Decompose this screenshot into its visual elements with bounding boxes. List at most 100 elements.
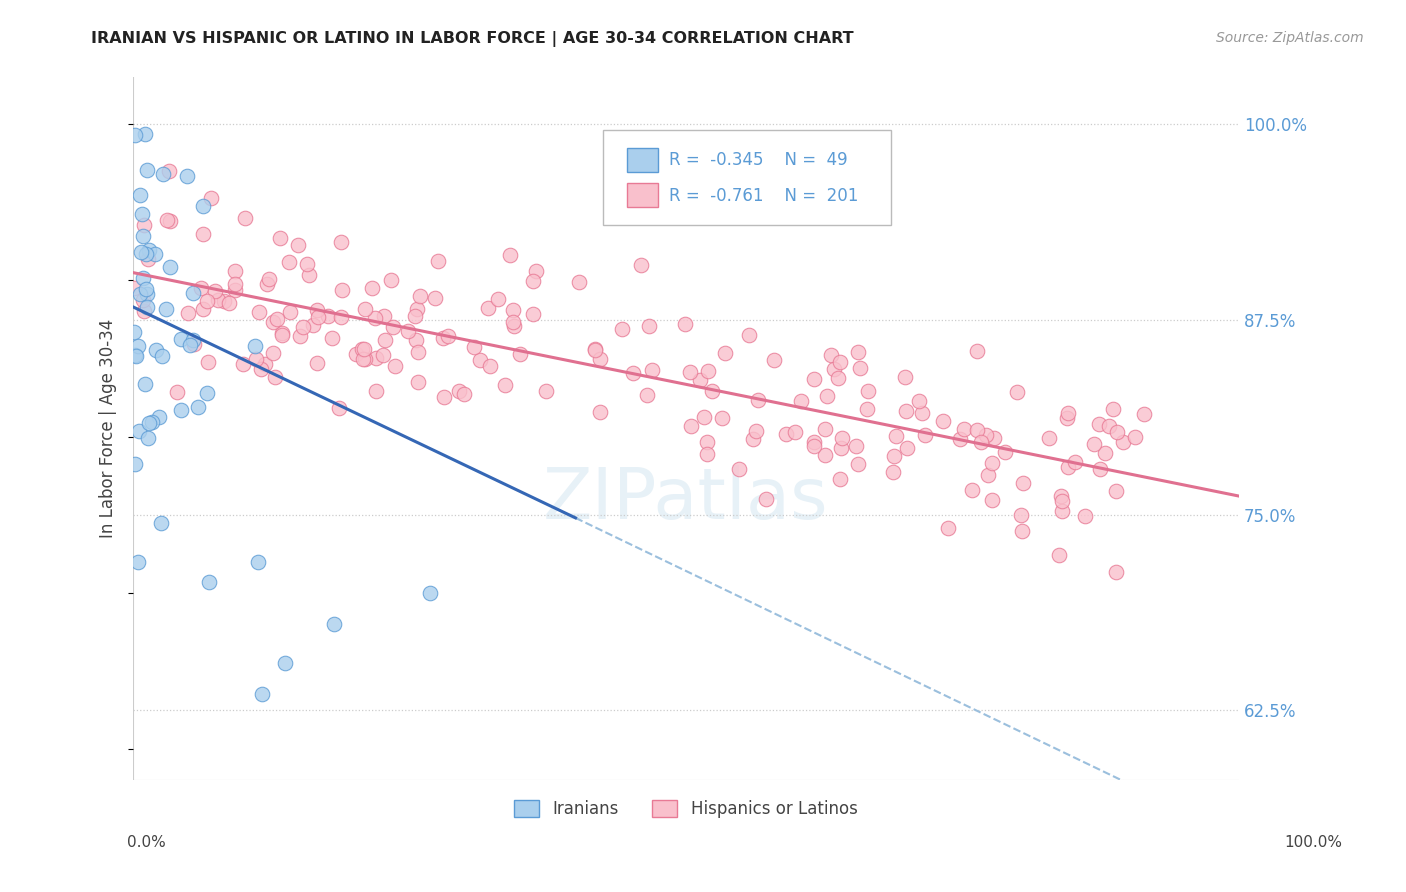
Point (846, 457, 869, 471)
Point (127, 339, 149, 353)
Point (681, 419, 703, 434)
Point (994, 445, 1017, 459)
Point (353, 352, 375, 367)
Point (128, 287, 150, 301)
Point (266, 311, 288, 326)
Point (488, 292, 510, 306)
Point (1104, 483, 1126, 498)
Point (323, 617, 346, 632)
Point (896, 404, 918, 418)
Point (155, 302, 177, 317)
Point (426, 253, 449, 268)
Point (828, 354, 851, 368)
Point (270, 326, 292, 340)
Point (134, 127, 156, 141)
Point (673, 317, 696, 331)
Point (830, 441, 852, 455)
Point (360, 281, 382, 295)
Point (828, 472, 851, 486)
Point (1111, 434, 1133, 449)
Point (352, 342, 374, 356)
Point (966, 343, 988, 358)
Point (610, 322, 633, 336)
Point (1056, 459, 1078, 474)
Point (478, 359, 501, 373)
Point (257, 272, 280, 286)
Point (827, 371, 849, 385)
Point (148, 410, 170, 425)
Point (477, 301, 499, 315)
Point (803, 439, 825, 453)
Point (405, 333, 427, 347)
Point (363, 311, 385, 326)
Text: 100.0%: 100.0% (1285, 836, 1343, 850)
Point (195, 293, 218, 308)
Point (641, 363, 664, 377)
Point (330, 235, 353, 250)
Point (894, 369, 917, 384)
Point (204, 284, 226, 298)
Y-axis label: In Labor Force | Age 30-34: In Labor Force | Age 30-34 (100, 319, 117, 539)
Point (243, 339, 266, 353)
Point (502, 315, 524, 329)
Point (245, 352, 267, 367)
Point (896, 441, 918, 455)
Text: 0.0%: 0.0% (127, 836, 166, 850)
Point (305, 356, 328, 370)
Point (468, 352, 491, 367)
Point (710, 411, 733, 425)
Point (820, 348, 842, 362)
Point (983, 431, 1005, 445)
Point (689, 373, 711, 387)
Point (290, 329, 312, 343)
Point (406, 345, 429, 359)
Point (125, 350, 148, 364)
Point (177, 306, 200, 320)
Point (124, 128, 146, 142)
Point (1097, 418, 1119, 433)
Point (256, 277, 278, 291)
Point (235, 211, 257, 226)
Point (803, 434, 825, 449)
Point (630, 259, 652, 273)
Point (269, 231, 291, 245)
Point (1074, 509, 1097, 524)
Point (1064, 455, 1087, 469)
Point (207, 293, 229, 308)
Point (405, 301, 427, 316)
Point (914, 427, 936, 442)
Point (692, 410, 714, 425)
Point (534, 384, 557, 398)
Point (159, 260, 181, 275)
Point (191, 227, 214, 241)
Point (135, 247, 157, 261)
Point (277, 254, 299, 268)
Point (136, 252, 159, 267)
Point (463, 341, 485, 355)
Point (149, 516, 172, 531)
Point (747, 393, 769, 408)
Point (636, 387, 658, 401)
Point (1133, 407, 1156, 421)
Text: IRANIAN VS HISPANIC OR LATINO IN LABOR FORCE | AGE 30-34 CORRELATION CHART: IRANIAN VS HISPANIC OR LATINO IN LABOR F… (91, 31, 853, 47)
Point (589, 352, 612, 367)
Point (181, 333, 204, 347)
Point (1107, 425, 1129, 440)
Point (191, 199, 214, 213)
Point (1056, 411, 1078, 425)
Point (302, 318, 325, 333)
Point (974, 428, 997, 442)
Point (589, 405, 612, 419)
Point (124, 281, 146, 295)
Legend: Iranians, Hispanics or Latinos: Iranians, Hispanics or Latinos (508, 793, 865, 825)
Point (298, 268, 321, 282)
Point (124, 348, 146, 362)
Point (823, 362, 845, 376)
Point (132, 229, 155, 244)
Point (364, 384, 387, 399)
Point (263, 370, 285, 384)
Point (745, 424, 768, 438)
Point (131, 207, 153, 221)
Point (197, 354, 219, 368)
Point (179, 338, 201, 352)
